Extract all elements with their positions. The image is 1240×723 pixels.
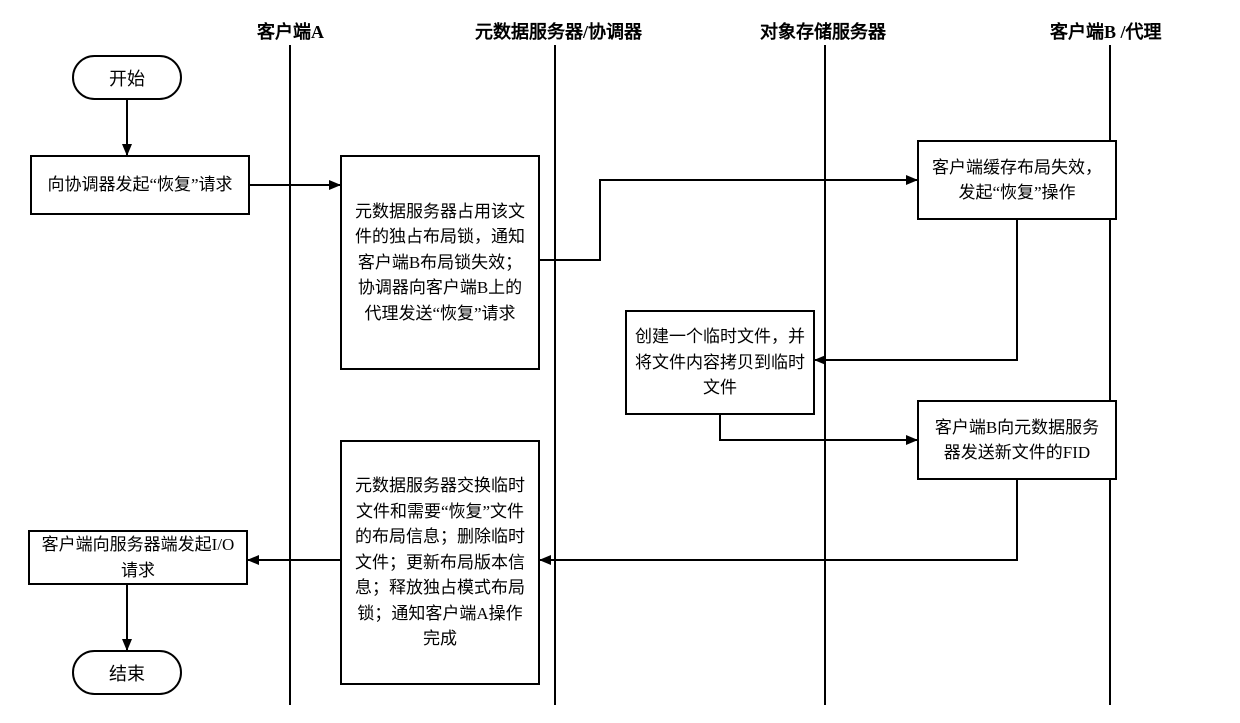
arrow-oss_to_b_sendfid	[720, 415, 917, 440]
terminator-label: 结束	[109, 660, 145, 686]
box-text: 客户端缓存布局失效，发起“恢复”操作	[927, 155, 1107, 206]
box-text: 元数据服务器占用该文件的独占布局锁，通知客户端B布局锁失效；协调器向客户端B上的…	[350, 199, 530, 327]
lane-label: 客户端B /代理	[1050, 22, 1162, 42]
box-text: 客户端B向元数据服务器发送新文件的FID	[927, 415, 1107, 466]
box-oss-temp: 创建一个临时文件，并将文件内容拷贝到临时文件	[625, 310, 815, 415]
terminator-start: 开始	[72, 55, 182, 100]
lane-header-clientB: 客户端B /代理	[1050, 18, 1162, 44]
arrows-layer	[0, 0, 1240, 723]
box-mds-lock: 元数据服务器占用该文件的独占布局锁，通知客户端B布局锁失效；协调器向客户端B上的…	[340, 155, 540, 370]
box-a-io: 客户端向服务器端发起I/O请求	[28, 530, 248, 585]
box-b-sendfid: 客户端B向元数据服务器发送新文件的FID	[917, 400, 1117, 480]
lifeline-clientA	[289, 45, 291, 705]
box-mds-swap: 元数据服务器交换临时文件和需要“恢复”文件的布局信息；删除临时文件；更新布局版本…	[340, 440, 540, 685]
lane-header-clientA: 客户端A	[257, 18, 324, 44]
lane-header-mds: 元数据服务器/协调器	[475, 18, 642, 44]
box-text: 元数据服务器交换临时文件和需要“恢复”文件的布局信息；删除临时文件；更新布局版本…	[350, 473, 530, 652]
box-a-request: 向协调器发起“恢复”请求	[30, 155, 250, 215]
lane-header-oss: 对象存储服务器	[760, 18, 886, 44]
arrow-b_sendfid_to_mds	[540, 480, 1017, 560]
diagram-canvas: 客户端A 元数据服务器/协调器 对象存储服务器 客户端B /代理 开始 结束 向…	[0, 0, 1240, 723]
terminator-end: 结束	[72, 650, 182, 695]
lifeline-oss	[824, 45, 826, 705]
arrow-mds_to_b_cache	[540, 180, 917, 260]
lane-label: 客户端A	[257, 22, 324, 42]
lane-label: 对象存储服务器	[760, 22, 886, 42]
terminator-label: 开始	[109, 65, 145, 91]
box-text: 向协调器发起“恢复”请求	[47, 172, 232, 198]
arrow-b_cache_to_oss	[815, 220, 1017, 360]
lifeline-mds	[554, 45, 556, 705]
box-b-cache: 客户端缓存布局失效，发起“恢复”操作	[917, 140, 1117, 220]
box-text: 创建一个临时文件，并将文件内容拷贝到临时文件	[635, 324, 805, 401]
lane-label: 元数据服务器/协调器	[475, 22, 642, 42]
box-text: 客户端向服务器端发起I/O请求	[38, 532, 238, 583]
